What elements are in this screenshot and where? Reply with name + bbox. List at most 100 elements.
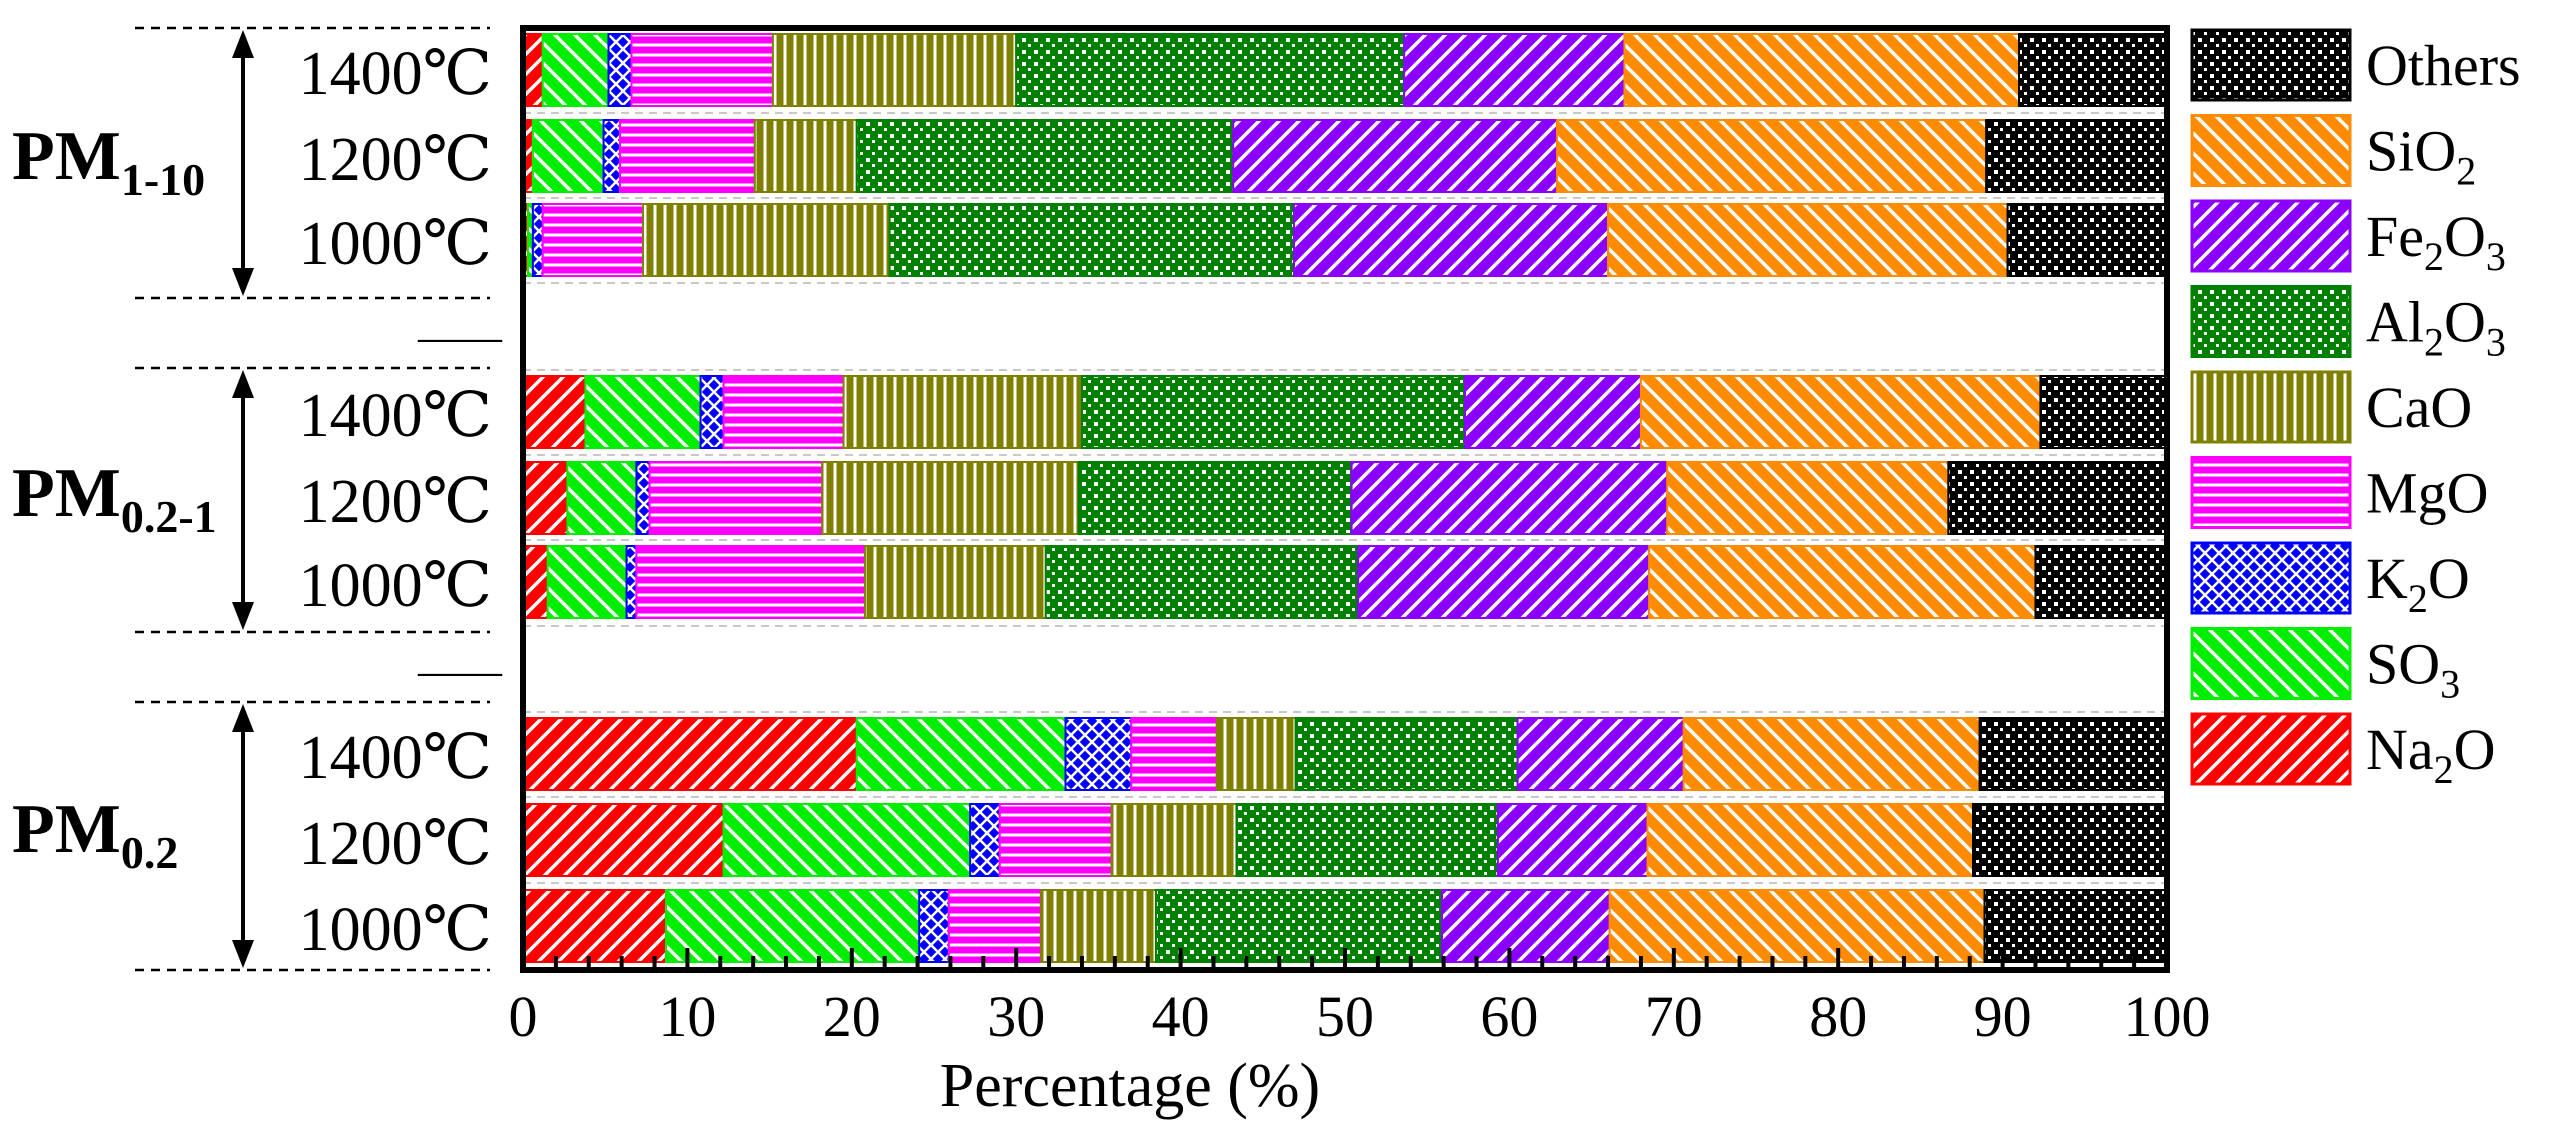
bar-segment-cao (1039, 889, 1157, 963)
legend-label-al2o3: Al2O3 (2366, 290, 2506, 365)
bar-segment-mgo (648, 461, 824, 535)
bar-segment-so3 (546, 545, 628, 619)
temperature-label: 1400℃ (299, 40, 492, 108)
bar-segment-others (1947, 461, 2169, 535)
bar-segment-mgo (630, 33, 774, 107)
bar-segment-others (2039, 375, 2168, 449)
bar-segment-fe2o3 (1293, 203, 1610, 277)
arrow-head-down (232, 268, 254, 296)
arrow-head-up (232, 704, 254, 732)
bar-segment-so3 (531, 119, 605, 193)
bar-segment-fe2o3 (1464, 375, 1642, 449)
x-axis-title: Percentage (%) (940, 1052, 1320, 1120)
bar-segment-na2o (522, 889, 668, 963)
bar-segment-sio2 (1646, 803, 1975, 877)
bar-segment-cao (1215, 717, 1297, 791)
legend: Others SiO2 Fe2O3 Al2O3 CaO MgO K2O SO3 Na2O (2190, 28, 2521, 792)
bar-segment-cao (642, 203, 891, 277)
bar-segment-mgo (947, 889, 1042, 963)
bar-segment-cao (771, 33, 1018, 107)
bar-segment-k2o (625, 545, 638, 619)
x-tick-label: 60 (1480, 984, 1538, 1049)
bar-segment-mgo (541, 203, 645, 277)
bar-segment-k2o (531, 203, 544, 277)
bar-segment-so3 (541, 33, 610, 107)
bar-segment-fe2o3 (1232, 119, 1559, 193)
group-label: PM0.2 (12, 791, 178, 878)
bar-segment-al2o3 (888, 203, 1296, 277)
bar-segment-cao (821, 461, 1080, 535)
bar-segment-fe2o3 (1403, 33, 1626, 107)
bar-segment-fe2o3 (1496, 803, 1649, 877)
bar-segment-others (1978, 717, 2168, 791)
temperature-label: 1000℃ (299, 210, 492, 278)
legend-label-sio2: SiO2 (2366, 119, 2476, 194)
bar-segment-k2o (635, 461, 651, 535)
bar-segment-al2o3 (1154, 889, 1443, 963)
bar-segment-k2o (699, 375, 725, 449)
legend-label-fe2o3: Fe2O3 (2366, 204, 2506, 279)
temperature-label: 1200℃ (299, 468, 492, 536)
legend-swatch-fe2o3 (2190, 199, 2352, 273)
x-tick-label: 20 (823, 984, 881, 1049)
legend-swatch-mgo (2190, 456, 2352, 529)
bar-segment-al2o3 (1044, 545, 1360, 619)
bar-segment-sio2 (1556, 119, 1988, 193)
bar-segment-cao (842, 375, 1083, 449)
bar-segment-so3 (855, 717, 1067, 791)
group-label: PM1-10 (12, 118, 205, 205)
bar-segment-na2o (522, 375, 587, 449)
bar-segment-al2o3 (1235, 803, 1499, 877)
plot-area (520, 25, 2170, 973)
temperature-label: 1000℃ (299, 552, 492, 620)
bar-segment-so3 (722, 803, 972, 877)
bar-segment-al2o3 (1015, 33, 1406, 107)
legend-label-so3: SO3 (2366, 632, 2460, 707)
temperature-label: 1400℃ (299, 382, 492, 450)
bar-segment-na2o (522, 803, 725, 877)
bar-segment-others (2006, 203, 2168, 277)
legend-label-mgo: MgO (2366, 461, 2488, 526)
legend-swatch-cao (2190, 370, 2352, 444)
bar-segment-so3 (566, 461, 638, 535)
x-tick-label: 30 (987, 984, 1045, 1049)
group-label: PM0.2-1 (12, 455, 217, 542)
bar-segment-k2o (607, 33, 633, 107)
bar-segment-mgo (635, 545, 866, 619)
arrow-head-down (232, 940, 254, 968)
bar-segment-fe2o3 (1357, 545, 1651, 619)
legend-swatch-al2o3 (2190, 285, 2352, 358)
legend-swatch-others (2190, 28, 2352, 102)
arrow-head-down (232, 602, 254, 630)
legend-label-k2o: K2O (2366, 546, 2470, 621)
bar-segment-sio2 (1608, 889, 1986, 963)
bar-segment-na2o (522, 545, 549, 619)
bar-segment-others (1985, 119, 2169, 193)
legend-swatch-sio2 (2190, 114, 2352, 187)
bar-segment-others (2018, 33, 2169, 107)
bar-segment-sio2 (1623, 33, 2021, 107)
bar-segment-na2o (522, 717, 858, 791)
bar-segment-k2o (969, 803, 1001, 877)
bar-segment-cao (753, 119, 858, 193)
bar-segment-mgo (618, 119, 756, 193)
bar-segment-na2o (522, 461, 569, 535)
x-tick-label: 50 (1316, 984, 1374, 1049)
legend-label-cao: CaO (2366, 375, 2472, 440)
bar-segment-sio2 (1607, 203, 2009, 277)
bar-segment-fe2o3 (1440, 889, 1611, 963)
bar-segment-so3 (584, 375, 702, 449)
bar-segment-cao (863, 545, 1047, 619)
legend-swatch-k2o (2190, 541, 2352, 615)
x-tick-label: 100 (2124, 984, 2211, 1049)
bar-segment-cao (1110, 803, 1238, 877)
bar-segment-sio2 (1639, 375, 2042, 449)
row-labels: 1400℃ 1200℃ 1000℃ 1400℃ 1200℃ 1000℃ 1400℃ 1200℃… (12, 26, 503, 972)
bar-segment-others (1983, 889, 2168, 963)
arrow-head-up (232, 370, 254, 398)
x-tick-label: 0 (509, 984, 538, 1049)
bar-segment-so3 (665, 889, 921, 963)
x-tick-label: 80 (1809, 984, 1867, 1049)
legend-swatch-so3 (2190, 627, 2352, 700)
